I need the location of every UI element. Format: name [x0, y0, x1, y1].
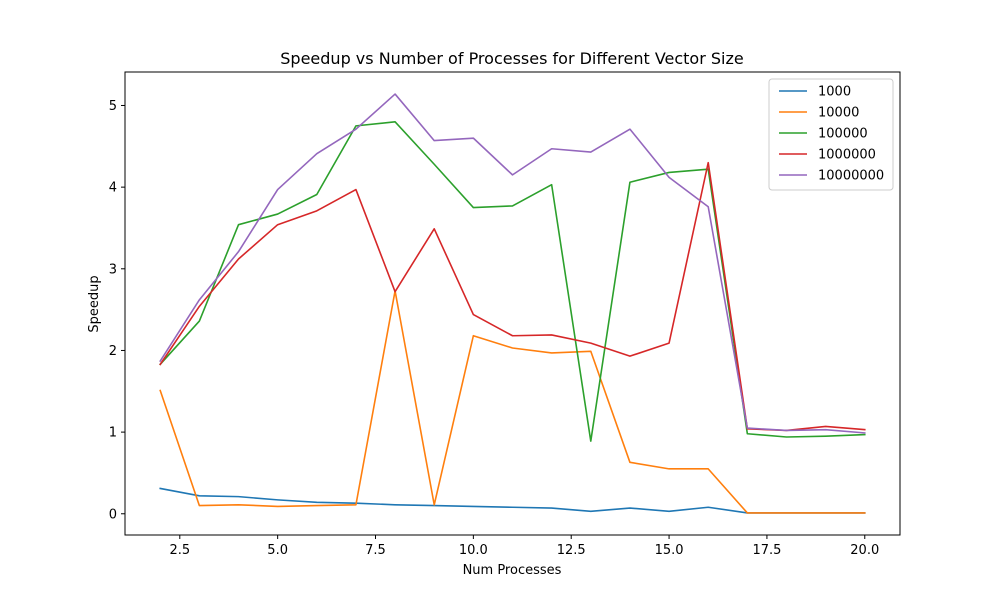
series-line-0: [159, 487, 866, 514]
series-line-3: [159, 161, 866, 432]
y-tick-label-0: 0: [109, 507, 117, 522]
legend-label-1: 10000: [818, 106, 859, 121]
chart-title: Speedup vs Number of Processes for Diffe…: [280, 49, 743, 68]
series-line-2: [159, 121, 866, 442]
x-tick-label-4: 12.5: [557, 543, 586, 558]
plot-frame: [124, 71, 901, 536]
legend-label-3: 1000000: [818, 148, 876, 163]
x-tick-label-5: 15.0: [655, 543, 684, 558]
ticks-layer: 2.5 5.0 7.5 10.0 12.5 15.0 17.5 20.0 0 1 2 3 4 5: [109, 99, 880, 558]
legend-label-2: 100000: [818, 127, 868, 142]
x-tick-label-6: 17.5: [752, 543, 781, 558]
y-tick-label-4: 4: [109, 181, 117, 196]
y-tick-label-3: 3: [109, 262, 117, 277]
legend: 1000 10000 100000 1000000 10000000: [768, 78, 894, 191]
series-line-4: [159, 93, 866, 434]
y-tick-label-1: 1: [109, 426, 117, 441]
x-tick-label-7: 20.0: [850, 543, 879, 558]
series-line-1: [159, 290, 866, 514]
x-tick-label-0: 2.5: [169, 543, 190, 558]
x-tick-label-1: 5.0: [267, 543, 288, 558]
x-axis-label: Num Processes: [463, 563, 562, 578]
y-tick-label-2: 2: [109, 344, 117, 359]
legend-frame: [768, 78, 894, 191]
legend-label-4: 10000000: [818, 169, 884, 184]
y-tick-label-5: 5: [109, 99, 117, 114]
series-layer: [159, 93, 866, 514]
legend-label-0: 1000: [818, 85, 851, 100]
y-axis-label: Speedup: [87, 275, 102, 332]
x-tick-label-3: 10.0: [459, 543, 488, 558]
x-tick-label-2: 7.5: [365, 543, 386, 558]
